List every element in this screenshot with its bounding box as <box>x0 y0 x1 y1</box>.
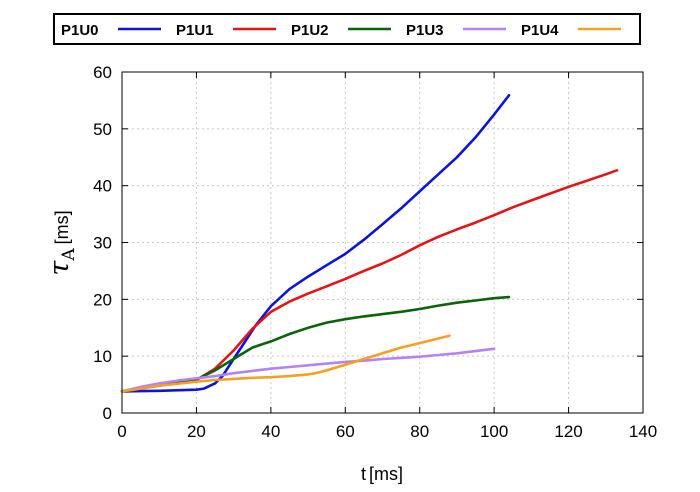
x-tick-label: 60 <box>336 422 355 441</box>
x-tick-label: 120 <box>554 422 582 441</box>
y-tick-label: 30 <box>93 234 112 253</box>
y-axis-label-subscript: A <box>59 248 79 262</box>
x-tick-label: 100 <box>480 422 508 441</box>
x-axis-label: t [ms] <box>361 464 403 484</box>
legend-label-p1u3: P1U3 <box>406 22 444 39</box>
y-axis-label-unit: [ms] <box>52 210 72 244</box>
y-axis-label-symbol: τ <box>44 260 75 276</box>
series-line-p1u4 <box>120 334 451 393</box>
legend-label-p1u2: P1U2 <box>291 22 329 39</box>
svg-text:t[ms]: t [ms] <box>361 464 403 484</box>
x-tick-label: 80 <box>410 422 429 441</box>
series-line-p1u1 <box>120 169 619 393</box>
y-axis-label: τA [ms] <box>44 210 79 275</box>
x-axis-label-unit: [ms] <box>369 464 403 484</box>
x-tick-label: 20 <box>187 422 206 441</box>
legend: P1U0 P1U1 P1U2 P1U3 P1U4 <box>53 13 641 45</box>
series-line-p1u0 <box>120 94 511 393</box>
grid <box>122 72 643 413</box>
series-group <box>120 94 619 393</box>
y-tick-label: 60 <box>93 63 112 82</box>
legend-label-p1u0: P1U0 <box>61 22 99 39</box>
y-tick-label: 50 <box>93 120 112 139</box>
ticks: 0 20 40 60 80 100 120 140 0 10 20 30 40 50 60 <box>93 63 657 441</box>
x-tick-label: 140 <box>629 422 657 441</box>
series-line-p1u3 <box>120 347 496 393</box>
x-tick-label: 0 <box>117 422 126 441</box>
y-tick-label: 10 <box>93 347 112 366</box>
x-axis-label-var: t <box>361 464 366 484</box>
x-tick-label: 40 <box>261 422 280 441</box>
y-tick-label: 20 <box>93 290 112 309</box>
svg-text:τA[ms]: τA [ms] <box>44 210 79 275</box>
y-tick-label: 0 <box>103 404 112 423</box>
legend-label-p1u4: P1U4 <box>521 22 559 39</box>
series-line-p1u2 <box>120 295 511 393</box>
y-tick-label: 40 <box>93 177 112 196</box>
legend-label-p1u1: P1U1 <box>176 22 214 39</box>
